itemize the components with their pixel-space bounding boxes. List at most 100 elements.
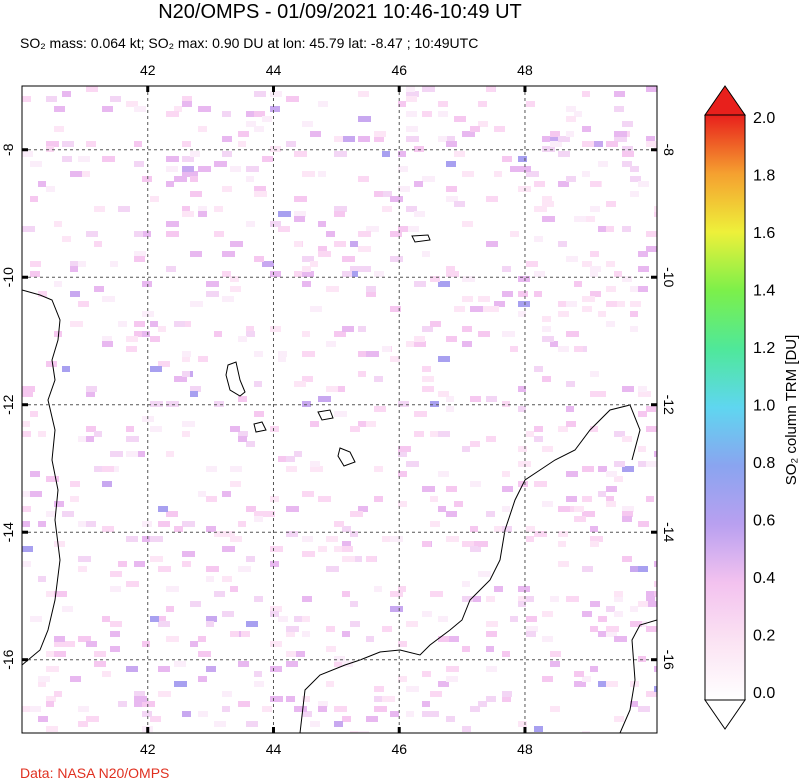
so2-pixel (190, 391, 198, 397)
so2-pixel (526, 596, 534, 602)
so2-pixel (46, 476, 59, 482)
so2-pixel (646, 626, 657, 632)
so2-pixel (142, 536, 151, 542)
so2-pixel (206, 621, 214, 627)
so2-pixel (182, 211, 194, 217)
so2-pixel (78, 566, 87, 572)
so2-pixel (302, 696, 310, 702)
lon-tick-label: 48 (517, 62, 533, 78)
so2-pixel (654, 206, 657, 212)
so2-pixel (326, 566, 339, 572)
so2-pixel (494, 301, 505, 307)
so2-pixel (566, 301, 577, 307)
so2-pixel (334, 206, 347, 212)
coastline (253, 421, 267, 433)
so2-pixel (198, 126, 207, 132)
so2-pixel (566, 496, 577, 502)
colorbar-tick-label: 1.2 (753, 340, 775, 357)
so2-pixel (70, 321, 83, 327)
so2-pixel (446, 406, 454, 412)
so2-pixel (566, 421, 576, 427)
so2-pixel (606, 286, 616, 292)
so2-pixel (590, 666, 598, 672)
so2-pixel (342, 326, 354, 332)
so2-pixel (222, 576, 232, 582)
so2-pixel (446, 141, 457, 147)
so2-pixel (390, 536, 403, 542)
so2-pixel (446, 666, 459, 672)
so2-pixel (486, 306, 499, 312)
so2-pixel (470, 541, 480, 547)
so2-pixel (654, 561, 657, 567)
so2-pixel (374, 466, 383, 472)
so2-pixel (126, 426, 134, 432)
so2-pixel (326, 286, 339, 292)
so2-pixel (22, 386, 35, 392)
so2-pixel (534, 481, 547, 487)
so2-pixel (334, 521, 344, 527)
so2-pixel (598, 311, 606, 317)
so2-pixel (422, 376, 434, 382)
so2-pixel (446, 511, 457, 517)
so2-pixel (438, 101, 448, 107)
so2-pixel (110, 96, 121, 102)
so2-pixel (190, 601, 201, 607)
so2-pixel (70, 261, 83, 267)
so2-pixel (182, 711, 191, 717)
colorbar-tick-label: 1.0 (753, 398, 775, 415)
so2-pixel (46, 96, 57, 102)
so2-pixel (518, 386, 526, 392)
so2-pixel (270, 546, 283, 552)
so2-pixel (150, 321, 158, 327)
so2-pixel (158, 521, 170, 527)
so2-pixel (462, 171, 474, 177)
so2-pixel (350, 241, 358, 247)
so2-pixel (342, 591, 350, 597)
so2-pixel (254, 381, 262, 387)
so2-pixel (102, 341, 113, 347)
colorbar-tick-label: 2.0 (753, 110, 775, 127)
so2-pixel (214, 161, 227, 167)
so2-pixel (198, 676, 207, 682)
so2-pixel (22, 431, 31, 437)
so2-pixel (622, 511, 633, 517)
so2-pixel (54, 651, 66, 657)
so2-pixel (334, 661, 343, 667)
so2-pixel (142, 701, 155, 707)
so2-pixel (598, 681, 610, 687)
so2-pixel (158, 566, 171, 572)
so2-pixel (622, 436, 632, 442)
so2-pixel (70, 496, 79, 502)
so2-pixel (222, 491, 231, 497)
so2-pixel (502, 651, 510, 657)
so2-pixel (486, 511, 495, 517)
so2-pixel (582, 91, 590, 97)
so2-pixel (214, 231, 224, 237)
so2-pixel (278, 211, 291, 217)
so2-pixel (166, 156, 179, 162)
so2-pixel (246, 721, 258, 727)
lat-tick-label: -10 (661, 267, 677, 287)
so2-pixel (302, 711, 312, 717)
lat-tick-label: -16 (661, 650, 677, 670)
so2-pixel (358, 421, 370, 427)
so2-pixel (30, 161, 42, 167)
so2-pixel (94, 466, 104, 472)
so2-pixel (462, 326, 472, 332)
so2-pixel (350, 531, 358, 537)
so2-pixel (598, 616, 607, 622)
so2-pixel (22, 421, 30, 427)
so2-pixel (182, 156, 194, 162)
so2-pixel (558, 346, 569, 352)
so2-pixel (86, 86, 98, 92)
so2-pixel (398, 451, 407, 457)
so2-pixel (406, 126, 418, 132)
so2-pixel (638, 286, 648, 292)
so2-pixel (526, 631, 536, 637)
so2-pixel (46, 361, 57, 367)
so2-pixel (446, 536, 459, 542)
so2-pixel (366, 556, 376, 562)
so2-pixel (358, 371, 366, 377)
so2-pixel (350, 601, 358, 607)
